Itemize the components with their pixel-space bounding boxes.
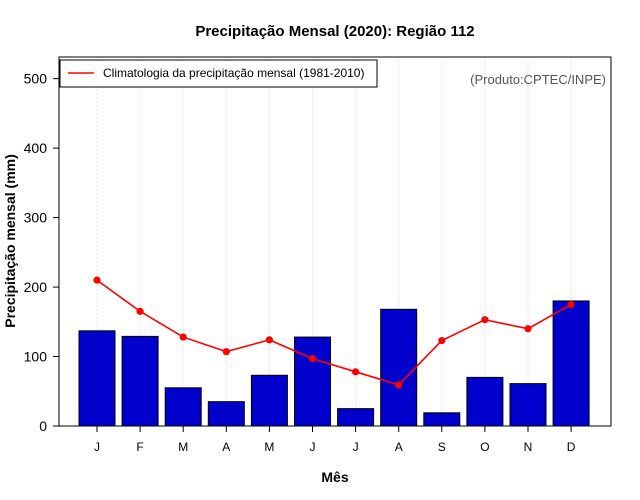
climatology-point <box>222 348 230 356</box>
bar <box>380 308 418 427</box>
legend-entry-climatology: Climatologia da precipitação mensal (198… <box>103 66 364 80</box>
bar <box>164 387 202 427</box>
x-tick-label: S <box>438 440 446 454</box>
bar <box>423 412 461 427</box>
climatology-point <box>265 336 273 344</box>
x-tick-label: M <box>264 440 274 454</box>
x-tick-label: N <box>524 440 533 454</box>
legend-box <box>59 59 378 88</box>
bar <box>207 401 245 427</box>
climatology-point <box>524 325 532 333</box>
y-tick-label: 0 <box>39 418 47 434</box>
bar <box>337 408 375 427</box>
bar <box>250 374 288 427</box>
plot-frame <box>58 56 612 427</box>
climatology-point <box>179 333 187 341</box>
y-tick-label: 400 <box>24 140 48 156</box>
y-tick-label: 100 <box>24 349 48 365</box>
y-axis: 0 100 200 300 400 500 <box>24 71 59 434</box>
bar <box>121 335 159 427</box>
y-tick-label: 200 <box>24 279 48 295</box>
climatology-point <box>136 307 144 315</box>
bar <box>466 376 504 427</box>
climatology-series <box>93 276 575 389</box>
legend: Climatologia da precipitação mensal (198… <box>59 59 378 88</box>
bar <box>509 383 547 427</box>
y-tick-label: 300 <box>24 210 48 226</box>
climatology-point <box>481 316 489 324</box>
x-axis-label: Mês <box>321 469 348 485</box>
y-axis-label: Precipitação mensal (mm) <box>2 154 18 328</box>
x-tick-label: D <box>567 440 576 454</box>
climatology-point <box>567 300 575 309</box>
x-tick-label: A <box>222 440 230 454</box>
bar <box>78 330 116 427</box>
x-tick-label: M <box>178 440 188 454</box>
climatology-line <box>96 279 572 386</box>
grid-lines <box>96 57 572 426</box>
climatology-point <box>395 381 403 389</box>
source-credit: (Produto:CPTEC/INPE) <box>470 72 606 87</box>
x-tick-label: J <box>353 440 359 454</box>
x-tick-label: O <box>480 440 489 454</box>
x-tick-label: A <box>395 440 403 454</box>
bar <box>552 300 590 427</box>
climatology-point <box>93 276 101 284</box>
y-tick-label: 500 <box>24 71 48 87</box>
climatology-point <box>352 368 360 376</box>
chart-title: Precipitação Mensal (2020): Região 112 <box>195 23 474 40</box>
x-tick-label: F <box>136 440 143 454</box>
x-tick-label: J <box>94 440 100 454</box>
climatology-point <box>308 355 317 363</box>
bar <box>294 336 331 427</box>
climatology-point <box>438 336 446 345</box>
x-tick-label: J <box>310 440 316 454</box>
